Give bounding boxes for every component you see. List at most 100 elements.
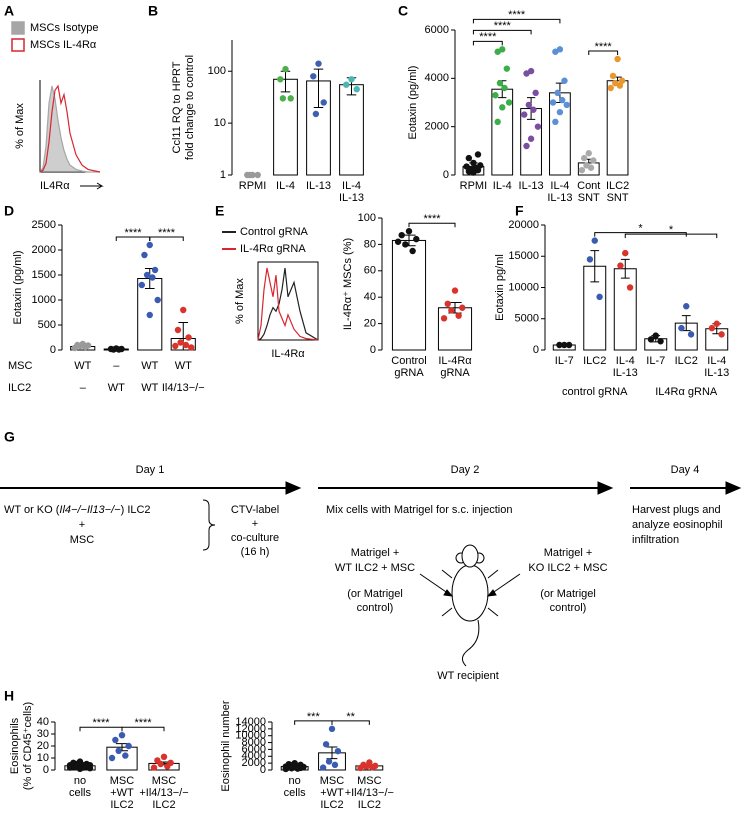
table-cell: – (80, 382, 87, 394)
data-point (154, 296, 161, 304)
x-tick-label: MSC (152, 775, 177, 787)
y-tick-label: 8000 (242, 736, 266, 748)
bar (339, 84, 364, 176)
data-point (617, 262, 624, 269)
data-point (585, 150, 592, 157)
data-point (315, 60, 322, 67)
data-point (683, 303, 690, 310)
y-tick-label: 4000 (425, 72, 449, 84)
y-tick-label: 20000 (508, 219, 539, 231)
y-tick-label: 500 (38, 319, 56, 331)
data-point (561, 77, 568, 84)
y-tick-label: 100 (358, 212, 376, 224)
x-tick-label: Cont (577, 180, 600, 192)
data-point (596, 293, 603, 301)
text-part: ) ILC2 (121, 504, 151, 516)
group-label: control gRNA (562, 386, 628, 398)
data-point (282, 65, 289, 73)
data-point (556, 341, 563, 349)
data-point (532, 89, 539, 97)
data-point (172, 342, 179, 350)
data-point (652, 332, 659, 339)
data-point (82, 343, 89, 351)
data-point (549, 99, 557, 106)
data-point (343, 81, 350, 88)
data-point (474, 151, 482, 158)
x-tick-label: +Il4/13−/− (345, 787, 394, 799)
data-point (177, 339, 184, 346)
x-tick-label: RPMI (239, 180, 267, 192)
cell-text: + (79, 519, 85, 531)
data-point (76, 342, 84, 350)
table-cell: WT (74, 360, 91, 372)
data-point (477, 162, 484, 169)
legend-label: Control gRNA (240, 226, 309, 238)
protocol-diagram (0, 481, 742, 667)
x-tick-label: cells (284, 787, 307, 799)
data-point (287, 95, 294, 102)
x-tick-label: ILC2 (110, 799, 133, 811)
y-tick-label: 2000 (425, 121, 449, 133)
data-point (328, 725, 336, 733)
significance-label: *** (307, 711, 321, 723)
panel-label: D (4, 203, 14, 219)
y-tick-label: 0 (443, 169, 449, 181)
data-point (312, 110, 320, 118)
significance-bracket (588, 50, 619, 55)
x-tick-label: IL-4 (276, 180, 295, 192)
day-label: Day 2 (451, 464, 480, 476)
data-point (294, 765, 301, 772)
error-bar (590, 250, 600, 283)
data-point (713, 320, 720, 327)
brace (202, 499, 216, 551)
data-point (174, 326, 182, 334)
left-text: Matrigel + (351, 547, 400, 559)
bar (391, 239, 427, 351)
treatment-text: co-culture (231, 532, 279, 544)
data-point (561, 341, 568, 349)
data-point (254, 171, 261, 179)
treatment-text: + (252, 518, 258, 530)
data-point (525, 101, 532, 109)
panel-label: F (515, 203, 524, 219)
y-tick-label: 0 (43, 764, 49, 776)
data-point (146, 241, 153, 249)
data-point (448, 307, 455, 314)
y-tick-label: 40 (37, 716, 49, 728)
significance-bracket (331, 720, 370, 725)
significance-bracket (472, 29, 532, 35)
cell-text: MSC (70, 534, 95, 546)
data-point (578, 166, 586, 174)
harvest-text: Harvest plugs and (632, 504, 721, 516)
y-tick-label: 0 (533, 344, 539, 356)
y-axis-label: fold change to control (184, 55, 196, 160)
data-point (288, 765, 295, 772)
data-point (678, 324, 685, 332)
y-tick-label: 10 (214, 117, 226, 129)
data-point (348, 76, 355, 83)
data-point (459, 304, 466, 311)
data-point (616, 82, 624, 89)
legend-swatch (11, 21, 25, 35)
data-point (188, 344, 195, 351)
data-point (141, 251, 148, 259)
axis-arrow (80, 182, 104, 190)
density-curve (257, 267, 319, 341)
y-tick-label: 6000 (242, 743, 266, 755)
x-tick-label: IL-13 (339, 192, 364, 204)
x-tick-label: SNT (578, 192, 600, 204)
data-point (182, 341, 190, 349)
x-tick-label: ILC2 (606, 180, 629, 192)
data-point (369, 764, 376, 771)
data-point (118, 732, 126, 739)
significance-bracket (624, 233, 718, 239)
data-point (580, 154, 588, 162)
x-tick-label: IL-13 (306, 180, 331, 192)
data-point (552, 118, 559, 126)
right-text: (or Matrigel (540, 588, 596, 600)
y-axis-label: % of Max (234, 278, 246, 324)
data-point (86, 765, 94, 772)
treatment-text: (16 h) (241, 546, 270, 558)
legend-label: IL-4Rα gRNA (240, 243, 306, 255)
error-bar (620, 258, 630, 279)
